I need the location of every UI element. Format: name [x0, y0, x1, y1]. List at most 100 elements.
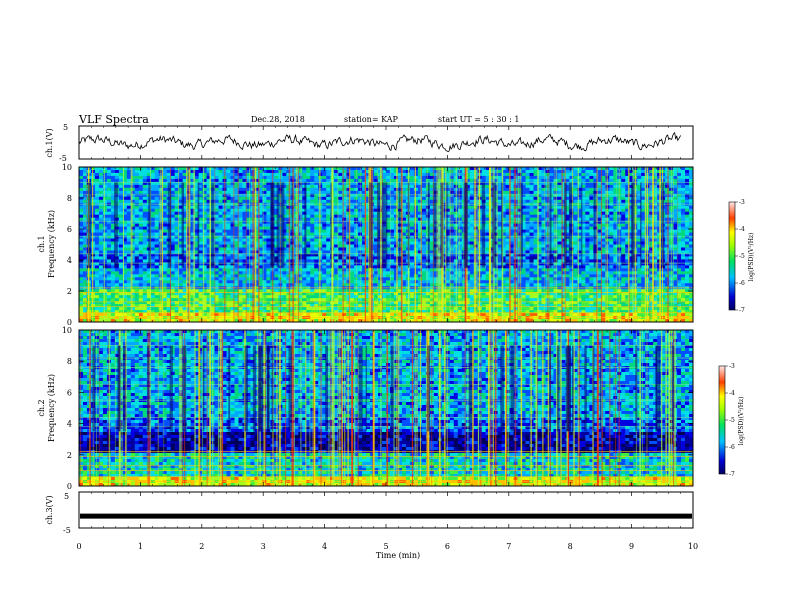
spectrogram-cell [485, 208, 491, 213]
spectrogram-cell [677, 244, 682, 248]
spectrogram-cell [601, 229, 606, 233]
spectrogram-cell [517, 250, 522, 254]
spectrogram-cell [637, 190, 642, 195]
spectrogram-cell [469, 196, 475, 201]
spectrogram-cell [589, 247, 594, 251]
spectrogram-cell [358, 241, 363, 245]
spectrogram-cell [118, 172, 124, 177]
spectrogram-cell [342, 169, 347, 174]
spectrogram-cell [449, 193, 455, 198]
spectrogram-cell [553, 217, 558, 222]
spectrogram-cell [326, 241, 331, 245]
spectrogram-cell [98, 196, 104, 201]
spectrogram-cell [326, 226, 331, 230]
spectrogram-cell [573, 193, 578, 198]
spectrogram-cell [585, 256, 590, 260]
spectrogram-cell [82, 250, 88, 254]
spectrogram-cell [258, 247, 263, 251]
spectrogram-cell [429, 223, 435, 228]
spectrogram-cell [597, 241, 602, 245]
spectrogram-cell [653, 190, 658, 195]
spectrogram-cell [689, 223, 693, 228]
spectrogram-cell [178, 223, 184, 228]
spectrogram-cell [637, 178, 642, 183]
spectrogram-cell [533, 220, 538, 225]
spectrogram-cell [541, 205, 546, 210]
spectrogram-cell [505, 259, 510, 263]
spectrogram-cell [158, 253, 164, 257]
spectrogram-cell [79, 256, 84, 260]
spectrogram-cell [318, 175, 323, 180]
spectrogram-cell [625, 196, 630, 201]
spectrogram-cell [613, 175, 618, 180]
spectrogram-cell [214, 184, 219, 189]
spectrogram-cell [589, 211, 594, 216]
spectrogram-cell [497, 178, 503, 183]
spectrogram-cell [673, 181, 678, 186]
spectrogram-cell [493, 169, 499, 174]
spectrogram-cell [437, 223, 443, 228]
spectrogram-cell [366, 226, 371, 230]
spectrogram-cell [489, 232, 495, 236]
spectrogram-cell [393, 190, 399, 195]
spectrogram-cell [497, 226, 503, 230]
spectrogram-cell [401, 223, 407, 228]
spectrogram-cell [501, 259, 507, 263]
spectrogram-cell [677, 214, 682, 219]
spectrogram-cell [533, 205, 538, 210]
spectrogram-cell [218, 175, 223, 180]
spectrogram-cell [517, 253, 522, 257]
spectrogram-cell [673, 229, 678, 233]
spectrogram-cell [597, 253, 602, 257]
spectrogram-cell [473, 196, 479, 201]
spectrogram-cell [218, 190, 223, 195]
spectrogram-cell [497, 175, 503, 180]
spectrogram-cell [258, 238, 263, 242]
spectrogram-cell [118, 169, 124, 174]
spectrogram-cell [625, 226, 630, 230]
spectrogram-cell [401, 256, 407, 260]
spectrogram-cell [421, 169, 427, 174]
spectrogram-cell [441, 175, 447, 180]
spectrogram-cell [162, 175, 168, 180]
spectrogram-cell [206, 229, 211, 233]
spectrogram-cell [441, 208, 447, 213]
spectrogram-cell [142, 208, 148, 213]
spectrogram-cell [549, 184, 554, 189]
spectrogram-cell [689, 250, 693, 254]
spectrogram-cell [238, 211, 243, 216]
spectrogram-cell [413, 193, 419, 198]
spectrogram-cell [206, 199, 211, 204]
spectrogram-cell [126, 172, 132, 177]
spectrogram-cell [545, 196, 550, 201]
spectrogram-cell [326, 184, 331, 189]
spectrogram-cell [98, 241, 104, 245]
spectrogram-cell [597, 205, 602, 210]
spectrogram-cell [366, 223, 371, 228]
spectrogram-cell [322, 244, 327, 248]
spectrogram-cell [118, 259, 124, 263]
spectrogram-cell [342, 187, 347, 192]
spectrogram-cell [589, 226, 594, 230]
spectrogram-cell [118, 262, 124, 266]
spectrogram-cell [266, 184, 271, 189]
spectrogram-cell [549, 214, 554, 219]
spectrogram-cell [310, 232, 315, 236]
spectrogram-cell [374, 193, 379, 198]
spectrogram-cell [258, 226, 263, 230]
spectrogram-cell [122, 178, 128, 183]
spectrogram-cell [174, 235, 180, 239]
spectrogram-cell [162, 169, 168, 174]
spectrogram-cell [573, 217, 578, 222]
spectrogram-cell [581, 226, 586, 230]
spectrogram-cell [637, 208, 642, 213]
spectrogram-cell [505, 217, 510, 222]
spectrogram-cell [413, 175, 419, 180]
spectrogram-cell [517, 256, 522, 260]
spectrogram-cell [150, 253, 156, 257]
spectrogram-cell [637, 232, 642, 236]
spectrogram-cell [226, 169, 231, 174]
spectrogram-cell [182, 250, 188, 254]
spectrogram-cell [234, 205, 239, 210]
spectrogram-cell [521, 226, 526, 230]
